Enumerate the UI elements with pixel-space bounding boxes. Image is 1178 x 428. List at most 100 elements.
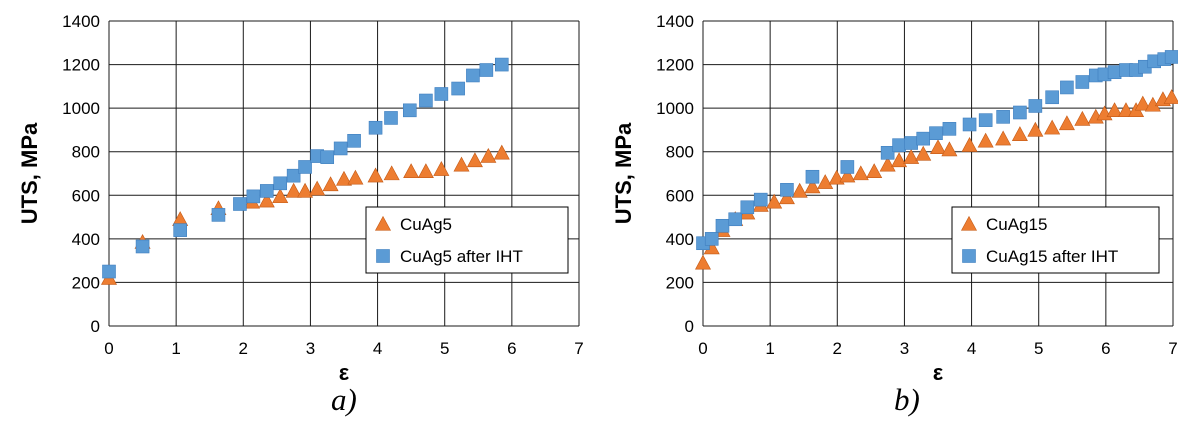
data-point — [728, 212, 743, 227]
data-point — [891, 152, 908, 168]
data-point — [1134, 95, 1151, 111]
data-point — [258, 192, 275, 208]
data-point — [704, 232, 719, 246]
data-point — [480, 147, 497, 163]
data-point — [1013, 105, 1027, 120]
data-point — [1164, 50, 1178, 64]
y-axis-label: UTS, MPa — [611, 122, 636, 224]
x-tick-label: 4 — [373, 339, 382, 358]
data-point — [417, 163, 434, 178]
y-tick-label: 0 — [685, 317, 694, 336]
x-axis-label: ε — [339, 360, 350, 385]
x-tick-label: 6 — [1101, 339, 1110, 358]
y-tick-label: 400 — [72, 230, 100, 249]
data-point — [273, 176, 288, 191]
legend-marker — [960, 215, 978, 231]
data-point — [892, 138, 906, 152]
data-point — [347, 134, 361, 148]
x-axis-label: ε — [933, 360, 944, 385]
legend-marker — [962, 249, 976, 263]
data-point — [246, 189, 261, 204]
data-point — [961, 137, 978, 152]
data-point — [1117, 102, 1135, 117]
data-point — [335, 170, 353, 186]
caption-a: a) — [331, 382, 357, 417]
data-point — [879, 156, 896, 172]
data-point — [740, 200, 755, 215]
y-tick-label: 1400 — [62, 12, 100, 31]
data-point — [453, 156, 470, 172]
data-point — [804, 178, 821, 194]
legend: CuAg15 CuAg15 after IHT — [951, 206, 1160, 274]
data-point — [419, 93, 433, 108]
y-axis-label: UTS, MPa — [17, 122, 42, 224]
data-point — [840, 160, 855, 174]
x-tick-label: 3 — [306, 339, 315, 358]
data-point — [297, 182, 314, 198]
data-point — [403, 163, 420, 178]
data-point — [451, 81, 465, 96]
data-point — [322, 176, 339, 192]
y-tick-label: 1400 — [656, 12, 694, 31]
y-tick-label: 1000 — [62, 99, 100, 118]
data-point — [466, 152, 483, 168]
data-point — [493, 144, 510, 160]
chart-b: 0 200 400 600 800 1000 1200 1400 0 1 2 3 4 5 6 7 ε UTS, M… — [611, 12, 1178, 385]
data-point — [778, 189, 795, 205]
data-point — [817, 174, 834, 189]
data-point — [1044, 119, 1061, 135]
data-point — [402, 103, 417, 118]
legend: CuAg5 CuAg5 after IHT — [365, 206, 569, 274]
data-point — [996, 110, 1010, 124]
data-point — [347, 169, 364, 185]
x-tick-label: 5 — [440, 339, 449, 358]
data-point — [1106, 102, 1123, 117]
data-point — [880, 146, 895, 160]
y-tick-label: 200 — [72, 273, 100, 292]
data-point — [852, 165, 869, 181]
data-point — [839, 167, 856, 183]
y-tick-label: 200 — [666, 273, 694, 292]
data-point — [929, 126, 943, 140]
legend-label: CuAg15 — [986, 215, 1047, 234]
data-point — [903, 149, 920, 164]
data-point — [286, 168, 301, 183]
data-point — [479, 63, 494, 77]
data-point — [433, 161, 450, 176]
legend-box — [951, 206, 1160, 274]
legend-label: CuAg5 after IHT — [400, 247, 523, 266]
data-point — [929, 139, 947, 155]
data-point — [102, 264, 116, 279]
data-point — [320, 150, 335, 164]
data-point — [298, 160, 312, 174]
x-tick-label: 5 — [1034, 339, 1043, 358]
data-point — [995, 130, 1012, 146]
data-point — [1075, 75, 1090, 89]
data-point — [384, 111, 398, 125]
data-point — [309, 180, 326, 196]
data-point — [466, 68, 480, 83]
gridlines — [702, 20, 1174, 327]
data-point — [866, 163, 883, 178]
data-point — [791, 182, 808, 198]
data-point — [211, 208, 226, 222]
series-cuag15 — [694, 89, 1178, 270]
data-point — [233, 197, 247, 211]
data-point — [434, 87, 449, 101]
x-tick-label: 2 — [833, 339, 842, 358]
data-point — [942, 122, 957, 136]
data-point — [915, 145, 932, 161]
x-tick-label: 6 — [507, 339, 516, 358]
legend-label: CuAg15 after IHT — [986, 247, 1118, 266]
data-point — [978, 113, 993, 127]
caption-b: b) — [894, 382, 920, 417]
data-point — [135, 239, 150, 254]
data-point — [715, 218, 730, 233]
y-tick-label: 800 — [666, 143, 694, 162]
data-point — [1011, 126, 1028, 141]
y-tick-label: 1000 — [656, 99, 694, 118]
data-point — [173, 223, 187, 237]
x-tick-label: 3 — [900, 339, 909, 358]
data-point — [766, 193, 783, 209]
data-point — [1028, 99, 1043, 113]
